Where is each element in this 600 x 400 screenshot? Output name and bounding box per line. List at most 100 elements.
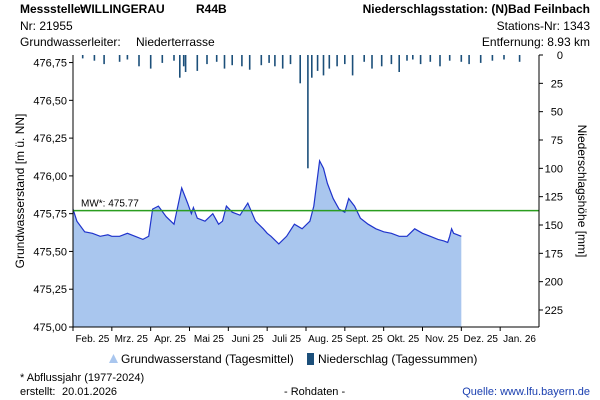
y2-tick-label: 100 xyxy=(545,163,563,175)
x-tick-label: Dez. 25 xyxy=(464,334,499,345)
precip-bar xyxy=(412,55,414,60)
station-name: WILLINGERAU xyxy=(80,2,165,16)
precip-bar xyxy=(503,55,505,60)
precip-bar xyxy=(215,55,218,62)
station-code: R44B xyxy=(196,2,227,16)
legend-groundwater-label: Grundwasserstand (Tagesmittel) xyxy=(121,352,294,366)
legend-precip-swatch xyxy=(307,353,314,365)
precip-bar xyxy=(307,55,309,169)
precip-station-nr: Stations-Nr: 1343 xyxy=(496,19,590,33)
created-label: erstellt: xyxy=(20,386,56,398)
y2-tick-label: 25 xyxy=(551,78,563,90)
footnote: * Abflussjahr (1977-2024) xyxy=(20,372,145,384)
precip-bar xyxy=(363,55,365,62)
x-tick-label: Sept. 25 xyxy=(346,334,384,345)
precip-bar xyxy=(289,55,292,65)
precip-bar xyxy=(149,55,152,69)
precip-bar xyxy=(281,55,284,69)
precip-bar xyxy=(448,55,451,61)
y2-tick-label: 225 xyxy=(545,305,563,317)
precip-bar xyxy=(138,55,140,67)
y2-tick-label: 175 xyxy=(545,248,563,260)
precip-bar xyxy=(316,55,319,71)
x-tick-label: Jan. 26 xyxy=(503,334,536,345)
precip-bar xyxy=(182,55,185,67)
raw-data-note: - Rohdaten - xyxy=(284,386,346,398)
precip-bar xyxy=(460,55,463,62)
precip-bar xyxy=(184,55,187,72)
precip-bar xyxy=(268,55,270,63)
y-tick-label: 476,75 xyxy=(33,58,67,70)
precip-bar xyxy=(274,55,276,67)
y2-tick-label: 200 xyxy=(545,277,563,289)
mean-level-label: MW*: 475.77 xyxy=(81,199,139,210)
precip-bar xyxy=(126,55,129,60)
created-date: 20.01.2026 xyxy=(62,386,118,398)
aquifer-label: Grundwasserleiter: xyxy=(20,35,121,49)
station-distance: Entfernung: 8.93 km xyxy=(481,35,590,49)
y2-tick-label: 125 xyxy=(545,192,563,204)
precip-bar xyxy=(196,55,199,71)
legend-precip-label: Niederschlag (Tagessummen) xyxy=(318,352,478,366)
precip-bar xyxy=(351,55,354,76)
x-tick-label: Mai 25 xyxy=(194,334,224,345)
precip-bar xyxy=(179,55,181,78)
precip-bar xyxy=(491,55,494,61)
precip-bar xyxy=(518,55,521,62)
source-link[interactable]: Quelle: www.lfu.bayern.de xyxy=(462,386,590,398)
x-tick-label: Aug. 25 xyxy=(308,334,343,345)
precip-bar xyxy=(93,55,96,61)
y-axis-title: Grundwasserstand [m ü. NN] xyxy=(13,114,27,269)
y-tick-label: 476,25 xyxy=(33,133,67,145)
precip-bar xyxy=(241,55,243,67)
groundwater-line xyxy=(72,158,462,245)
y2-tick-label: 75 xyxy=(551,135,563,147)
precip-bar xyxy=(479,55,482,63)
y2-tick-label: 50 xyxy=(551,107,563,119)
precip-bar xyxy=(390,55,393,65)
aquifer-value: Niederterrasse xyxy=(136,35,215,49)
precip-bar xyxy=(468,55,470,65)
x-tick-label: Nov. 25 xyxy=(425,334,459,345)
precip-bar xyxy=(311,55,313,78)
precip-bar xyxy=(406,55,408,61)
precip-bar xyxy=(81,55,84,59)
precip-bar xyxy=(322,55,325,76)
precip-bar xyxy=(380,55,383,67)
precip-bar xyxy=(439,55,441,67)
precip-bar xyxy=(206,55,208,65)
precip-bar xyxy=(336,55,338,67)
x-tick-label: Juli 25 xyxy=(272,334,301,345)
x-tick-label: Mrz. 25 xyxy=(115,334,149,345)
y-tick-label: 475,25 xyxy=(33,284,67,296)
precip-bar xyxy=(344,55,346,65)
precip-bar xyxy=(260,55,263,66)
precip-bar xyxy=(231,55,233,66)
y-tick-label: 475,00 xyxy=(33,322,67,334)
y-tick-label: 475,50 xyxy=(33,246,67,258)
y2-axis-title: Niederschlagshöhe [mm] xyxy=(575,125,589,258)
y-tick-label: 476,50 xyxy=(33,95,67,107)
precip-bar xyxy=(173,55,175,61)
precip-bar xyxy=(103,55,105,65)
x-tick-label: Juni 25 xyxy=(232,334,265,345)
y2-tick-label: 150 xyxy=(545,220,563,232)
precip-bar xyxy=(118,55,121,62)
precip-bar xyxy=(419,55,422,65)
precip-bar xyxy=(328,55,331,69)
y-tick-label: 476,00 xyxy=(33,171,67,183)
y-tick-label: 475,75 xyxy=(33,209,67,221)
y2-tick-label: 0 xyxy=(557,50,563,62)
station-label: Messstelle: xyxy=(20,2,85,16)
x-tick-label: Feb. 25 xyxy=(75,334,109,345)
station-nr: Nr: 21955 xyxy=(20,19,73,33)
precip-bar xyxy=(161,55,164,63)
precip-bar xyxy=(223,55,226,69)
precip-station: Niederschlagsstation: (N)Bad Feilnbach xyxy=(362,2,590,16)
precip-bar xyxy=(429,55,432,62)
x-tick-label: Okt. 25 xyxy=(387,334,420,345)
precip-bar xyxy=(398,55,400,72)
groundwater-area xyxy=(73,160,462,327)
precip-bar xyxy=(299,55,301,84)
